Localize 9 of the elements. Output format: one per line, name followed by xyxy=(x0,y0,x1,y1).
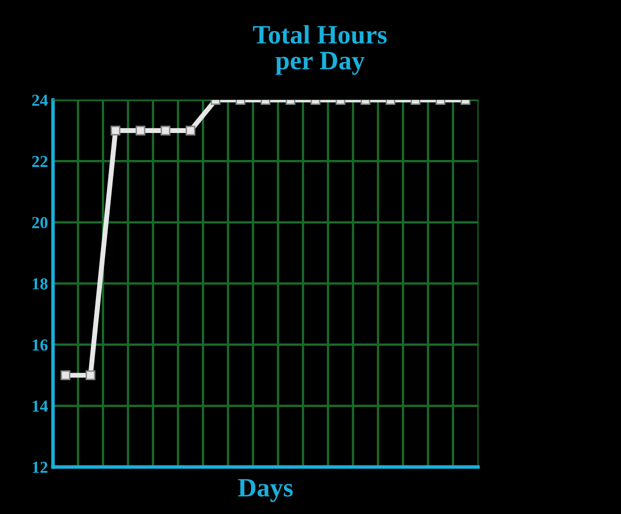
y-tick-label: 12 xyxy=(32,462,48,473)
y-tick-label: 16 xyxy=(32,339,48,351)
y-tick-label: 14 xyxy=(32,400,48,412)
x-axis-title: Days xyxy=(238,479,293,502)
y-tick-label: 20 xyxy=(32,217,48,228)
y-tick-label: 18 xyxy=(32,278,48,290)
chart-title: Total Hours per Day xyxy=(253,25,387,75)
y-tick-label: 24 xyxy=(32,94,48,106)
y-tick-label: 22 xyxy=(32,156,48,167)
